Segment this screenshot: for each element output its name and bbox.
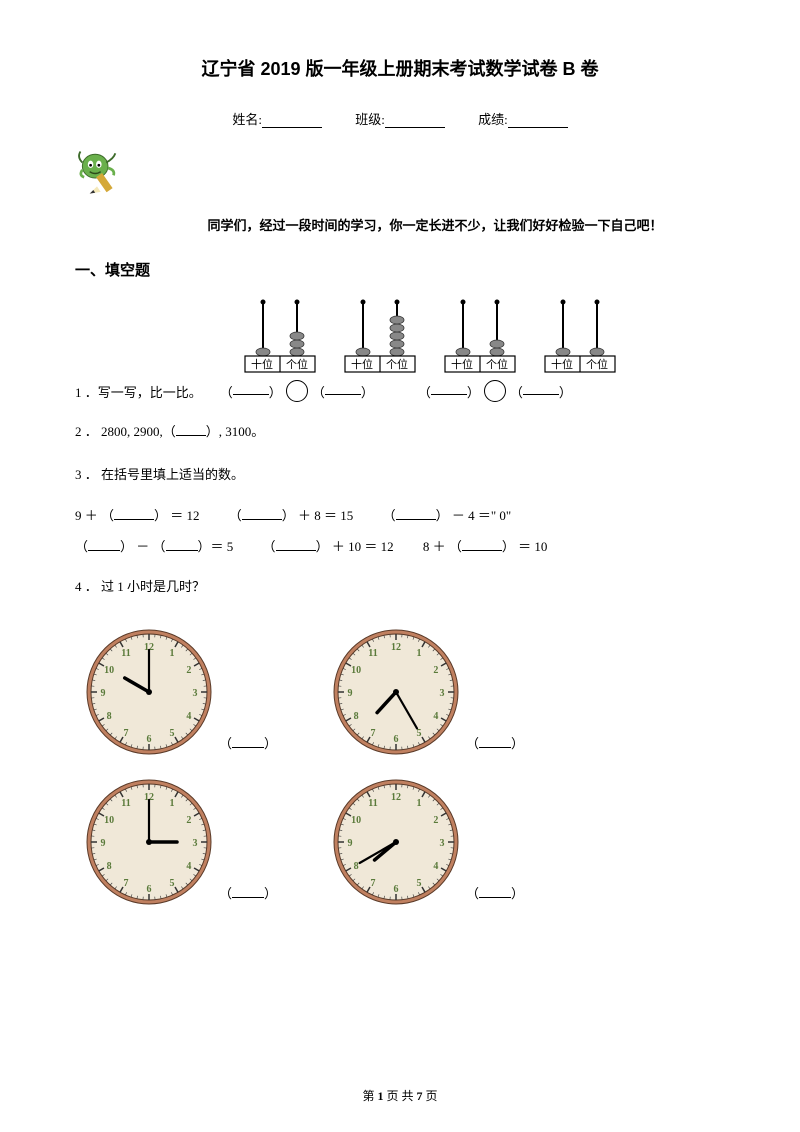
svg-text:个位: 个位 xyxy=(586,357,608,371)
svg-text:8: 8 xyxy=(354,711,359,722)
clock-icon: 123456789101112 xyxy=(85,778,213,906)
svg-text:1: 1 xyxy=(170,648,175,659)
abacus-icon: 十位 个位 xyxy=(441,298,519,376)
svg-text:5: 5 xyxy=(170,878,175,889)
svg-text:11: 11 xyxy=(368,798,377,809)
question-2: 2 ． 2800, 2900,（ ）, 3100。 xyxy=(75,420,725,445)
svg-text:8: 8 xyxy=(107,861,112,872)
svg-text:2: 2 xyxy=(186,665,191,676)
svg-text:6: 6 xyxy=(147,734,152,745)
clock-answer-blank[interactable]: （） xyxy=(219,733,277,752)
svg-text:2: 2 xyxy=(433,815,438,826)
compare-circle[interactable] xyxy=(286,380,308,402)
equation-row-1: 9 ＋ （） ＝ 12 （） ＋ 8 ＝ 15 （） － 4 ＝" 0" xyxy=(75,505,725,524)
svg-text:3: 3 xyxy=(193,838,198,849)
svg-text:个位: 个位 xyxy=(486,357,508,371)
clock-answer-blank[interactable]: （） xyxy=(466,883,524,902)
svg-text:十位: 十位 xyxy=(451,357,473,371)
svg-text:4: 4 xyxy=(186,861,191,872)
section-1-heading: 一、填空题 xyxy=(75,259,725,280)
pencil-icon xyxy=(75,146,130,201)
svg-text:11: 11 xyxy=(368,648,377,659)
svg-text:5: 5 xyxy=(170,728,175,739)
svg-text:11: 11 xyxy=(121,648,130,659)
question-4: 4 ． 过 1 小时是几时？ xyxy=(75,575,725,600)
abacus-icon: 十位 个位 xyxy=(541,298,619,376)
svg-text:5: 5 xyxy=(417,728,422,739)
clock-icon: 123456789101112 xyxy=(332,628,460,756)
clock-icon: 123456789101112 xyxy=(85,628,213,756)
score-blank[interactable] xyxy=(508,114,568,128)
svg-text:个位: 个位 xyxy=(286,357,308,371)
clocks-row-1: 123456789101112 （） 123456789101112 （） xyxy=(85,628,725,756)
equation-row-2: （） － （）＝ 5 （） ＋ 10 ＝ 12 8 ＋ （） ＝ 10 xyxy=(75,536,725,555)
name-label: 姓名: xyxy=(232,112,262,127)
svg-text:7: 7 xyxy=(124,728,129,739)
svg-text:9: 9 xyxy=(348,688,353,699)
svg-text:个位: 个位 xyxy=(386,357,408,371)
abacus-icon: 十位 个位 xyxy=(241,298,319,376)
q3-num: 3 ． xyxy=(75,467,98,482)
svg-text:1: 1 xyxy=(170,798,175,809)
abacus-row: 十位 个位 十位 个位 十位 个位 十位 个位 xyxy=(135,298,725,376)
svg-text:2: 2 xyxy=(433,665,438,676)
svg-text:4: 4 xyxy=(186,711,191,722)
q3-text: 在括号里填上适当的数。 xyxy=(101,467,244,482)
svg-text:12: 12 xyxy=(391,642,401,653)
q2-num: 2 ． xyxy=(75,424,98,439)
compare-circle[interactable] xyxy=(484,380,506,402)
svg-text:8: 8 xyxy=(354,861,359,872)
svg-text:4: 4 xyxy=(433,711,438,722)
svg-text:9: 9 xyxy=(101,688,106,699)
intro-text: 同学们，经过一段时间的学习，你一定长进不少，让我们好好检验一下自己吧！ xyxy=(145,215,725,234)
svg-text:3: 3 xyxy=(440,838,445,849)
svg-text:3: 3 xyxy=(193,688,198,699)
svg-text:2: 2 xyxy=(186,815,191,826)
svg-text:4: 4 xyxy=(433,861,438,872)
clock-answer-blank[interactable]: （） xyxy=(466,733,524,752)
svg-text:6: 6 xyxy=(394,884,399,895)
class-label: 班级: xyxy=(355,112,385,127)
question-1: 1 ． 写一写，比一比。 （）（） （）（） xyxy=(75,380,725,402)
info-line: 姓名: 班级: 成绩: xyxy=(75,109,725,128)
name-blank[interactable] xyxy=(262,114,322,128)
svg-text:10: 10 xyxy=(351,815,361,826)
svg-text:5: 5 xyxy=(417,878,422,889)
svg-text:十位: 十位 xyxy=(251,357,273,371)
svg-text:8: 8 xyxy=(107,711,112,722)
svg-text:6: 6 xyxy=(394,734,399,745)
svg-text:7: 7 xyxy=(124,878,129,889)
svg-text:9: 9 xyxy=(348,838,353,849)
q2-text-b: ）, 3100。 xyxy=(206,424,265,439)
svg-text:11: 11 xyxy=(121,798,130,809)
svg-text:十位: 十位 xyxy=(351,357,373,371)
svg-text:12: 12 xyxy=(391,792,401,803)
svg-text:3: 3 xyxy=(440,688,445,699)
class-blank[interactable] xyxy=(385,114,445,128)
q1-text: 写一写，比一比。 xyxy=(98,382,202,401)
clock-icon: 123456789101112 xyxy=(332,778,460,906)
clocks-row-2: 123456789101112 （） 123456789101112 （） xyxy=(85,778,725,906)
q2-text-a: 2800, 2900,（ xyxy=(101,424,176,439)
svg-text:10: 10 xyxy=(104,815,114,826)
svg-text:10: 10 xyxy=(104,665,114,676)
q4-text: 过 1 小时是几时？ xyxy=(101,579,205,594)
clock-answer-blank[interactable]: （） xyxy=(219,883,277,902)
svg-text:10: 10 xyxy=(351,665,361,676)
question-3: 3 ． 在括号里填上适当的数。 xyxy=(75,463,725,488)
svg-text:1: 1 xyxy=(417,648,422,659)
svg-text:1: 1 xyxy=(417,798,422,809)
q1-num: 1 ． xyxy=(75,382,98,401)
svg-text:7: 7 xyxy=(371,728,376,739)
score-label: 成绩: xyxy=(478,112,508,127)
q4-num: 4 ． xyxy=(75,579,98,594)
abacus-icon: 十位 个位 xyxy=(341,298,419,376)
svg-text:7: 7 xyxy=(371,878,376,889)
svg-text:9: 9 xyxy=(101,838,106,849)
page-title: 辽宁省 2019 版一年级上册期末考试数学试卷 B 卷 xyxy=(75,55,725,81)
page-footer: 第 1 页 共 7 页 xyxy=(0,1087,800,1104)
svg-text:十位: 十位 xyxy=(551,357,573,371)
svg-text:6: 6 xyxy=(147,884,152,895)
